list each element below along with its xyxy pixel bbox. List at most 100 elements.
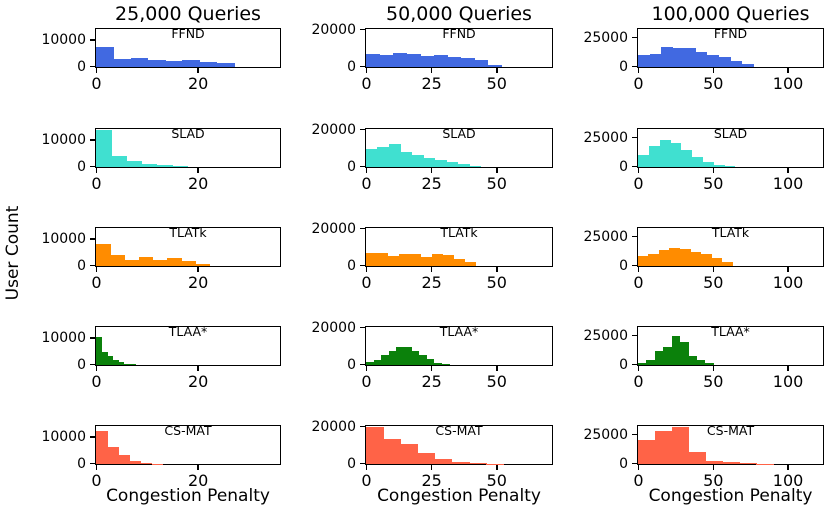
- histogram-bar: [96, 130, 112, 167]
- histogram-bar: [705, 363, 714, 365]
- histogram-bar: [460, 58, 475, 67]
- y-tick-mark: [90, 165, 95, 168]
- x-tick-mark: [430, 366, 433, 371]
- histogram-bar: [409, 254, 422, 266]
- x-tick-mark: [712, 168, 715, 173]
- x-tick-label: 0: [633, 273, 644, 292]
- x-tick-mark: [95, 168, 98, 173]
- x-tick-label: 25: [421, 74, 442, 93]
- x-tick-label: 50: [703, 273, 724, 292]
- series-label: FFND: [713, 26, 748, 41]
- histogram-bar: [434, 160, 447, 167]
- histogram-bar: [96, 243, 111, 266]
- histogram-bar: [638, 439, 656, 464]
- y-tick-mark: [360, 326, 365, 329]
- y-tick-mark: [360, 227, 365, 230]
- histogram-bar: [426, 359, 435, 365]
- x-tick-label: 0: [361, 273, 372, 292]
- x-tick-mark: [365, 465, 368, 470]
- y-tick-label: 10000: [41, 429, 86, 446]
- x-tick-label: 0: [91, 273, 102, 292]
- y-tick-mark: [360, 65, 365, 68]
- histogram-bar: [441, 364, 450, 365]
- histogram-bar: [707, 55, 720, 67]
- histogram-bar: [167, 258, 182, 266]
- histogram-bar: [433, 54, 448, 67]
- histogram-bar: [684, 47, 696, 67]
- y-tick-mark: [90, 39, 95, 41]
- x-tick-mark: [430, 267, 433, 272]
- x-tick-label: 0: [633, 74, 644, 93]
- histogram-bar: [96, 430, 108, 464]
- y-tick-label: 0: [619, 158, 628, 175]
- y-tick-mark: [90, 337, 95, 339]
- histogram-bar: [107, 355, 114, 365]
- x-tick-label: 0: [361, 372, 372, 391]
- x-tick-mark: [95, 267, 98, 272]
- x-axis-label-50k: Congestion Penalty: [377, 486, 541, 506]
- series-label: TLAA*: [439, 324, 479, 339]
- y-tick-label: 20000: [311, 121, 356, 138]
- y-tick-mark: [360, 425, 365, 428]
- histogram-bar: [646, 359, 656, 365]
- histogram-bar: [140, 463, 153, 464]
- x-axis-label-25k: Congestion Penalty: [106, 486, 270, 506]
- y-tick-label: 0: [77, 58, 86, 75]
- y-tick-label: 0: [77, 257, 86, 274]
- histogram-bar: [141, 163, 158, 167]
- x-tick-label: 50: [703, 471, 724, 490]
- histogram-bar: [126, 160, 143, 167]
- y-tick-mark: [632, 363, 637, 366]
- histogram-bar: [688, 452, 706, 464]
- histogram-bar: [124, 259, 140, 266]
- histogram-bar: [377, 146, 390, 167]
- y-tick-label: 10000: [41, 330, 86, 347]
- histogram-bar: [446, 162, 459, 167]
- x-tick-label: 100: [772, 74, 804, 93]
- histogram-bar: [711, 257, 723, 266]
- x-tick-mark: [637, 366, 640, 371]
- histogram-bar: [702, 162, 714, 167]
- y-tick-mark: [90, 436, 95, 438]
- x-tick-label: 20: [187, 372, 209, 391]
- histogram-bar: [469, 462, 487, 464]
- histogram-bar: [381, 354, 390, 365]
- histogram-bar: [400, 152, 413, 167]
- histogram-bar: [721, 261, 733, 266]
- subplot-tlaa-col1: TLAA*: [95, 325, 281, 366]
- histogram-bar: [649, 53, 662, 67]
- y-tick-mark: [632, 136, 637, 139]
- x-tick-label: 25: [421, 174, 442, 193]
- x-tick-label: 20: [187, 174, 209, 193]
- histogram-bar: [453, 258, 465, 266]
- histogram-bar: [638, 55, 650, 67]
- histogram-bar: [659, 140, 671, 167]
- histogram-bar: [464, 261, 476, 266]
- y-tick-mark: [632, 235, 637, 238]
- x-tick-label: 100: [772, 471, 804, 490]
- x-tick-label: 20: [187, 471, 209, 490]
- histogram-bar: [638, 256, 649, 266]
- histogram-bar: [713, 164, 725, 167]
- histogram-bar: [111, 156, 127, 167]
- histogram-bar: [434, 362, 442, 365]
- subplot-slad-col2: SLAD: [365, 127, 553, 168]
- x-tick-mark: [95, 366, 98, 371]
- x-tick-mark: [637, 168, 640, 173]
- subplot-ffnd-col3: FFND: [637, 26, 824, 68]
- histogram-bar: [741, 63, 754, 67]
- histogram-bar: [388, 350, 397, 365]
- x-tick-label: 25: [421, 471, 442, 490]
- x-tick-mark: [637, 465, 640, 470]
- subplot-csmat-col2: CS-MAT: [365, 424, 553, 465]
- histogram-bar: [398, 253, 411, 266]
- y-tick-mark: [90, 264, 95, 267]
- y-tick-label: 25000: [583, 129, 628, 146]
- x-tick-mark: [197, 465, 199, 470]
- histogram-bar: [118, 362, 125, 365]
- histogram-bar: [658, 250, 670, 266]
- histogram-bar: [182, 60, 201, 67]
- x-tick-mark: [197, 168, 199, 173]
- x-tick-label: 0: [361, 74, 372, 93]
